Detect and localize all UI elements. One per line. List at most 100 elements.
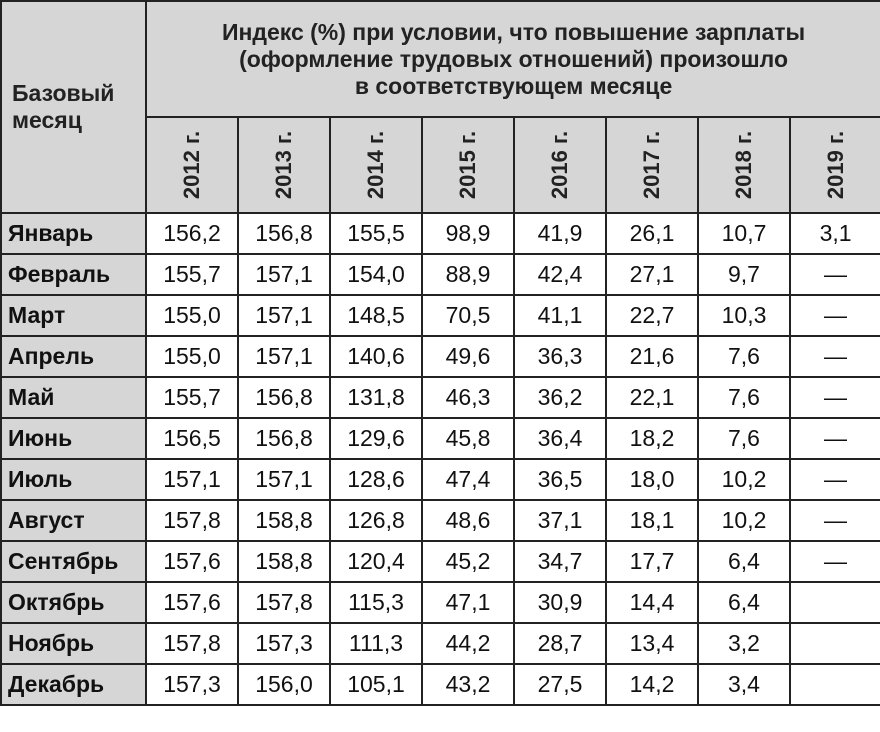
year-header-row: 2012 г. 2013 г. 2014 г. 2015 г. 2016 г. 2017 …: [1, 116, 880, 214]
title-line: Индекс (%) при условии, что повышение за…: [221, 18, 806, 45]
index-value: —: [788, 376, 880, 419]
index-value: 156,0: [237, 663, 331, 706]
index-value: 22,7: [605, 294, 699, 337]
index-value: —: [788, 335, 880, 378]
index-value: 157,8: [145, 622, 239, 665]
index-value: 156,2: [145, 212, 239, 255]
title-line: (оформление трудовых отношений) произошл…: [239, 45, 789, 72]
base-month-line: месяц: [12, 107, 82, 133]
index-value: 111,3: [329, 622, 423, 665]
year-header: 2013 г.: [237, 116, 331, 214]
table-row: Июнь 156,5 156,8 129,6 45,8 36,4 18,2 7,6—: [0, 417, 880, 460]
index-value: —: [788, 458, 880, 501]
index-value: 157,1: [237, 458, 331, 501]
index-value: —: [788, 253, 880, 296]
table-title: Индекс (%) при условии, что повышение за…: [144, 0, 880, 118]
index-value: 26,1: [605, 212, 699, 255]
month-label: Сентябрь: [0, 540, 147, 583]
index-value: 105,1: [329, 663, 423, 706]
index-value: 88,9: [421, 253, 515, 296]
year-header: 2016 г.: [513, 116, 607, 214]
index-value: 155,5: [329, 212, 423, 255]
index-value: 18,0: [605, 458, 699, 501]
month-label: Ноябрь: [0, 622, 147, 665]
table-row: Март 155,0 157,1 148,5 70,5 41,1 22,7 10,3—: [0, 294, 880, 337]
index-value: 14,4: [605, 581, 699, 624]
index-value: 154,0: [329, 253, 423, 296]
year-label: 2018 г.: [731, 130, 756, 200]
index-value: [788, 581, 880, 624]
year-header: 2019 г.: [788, 116, 880, 214]
index-value: 157,6: [145, 540, 239, 583]
index-value: 129,6: [329, 417, 423, 460]
table-row: Октябрь 157,6 157,8 115,3 47,1 30,9 14,4 6,4: [0, 581, 880, 624]
index-value: 157,8: [145, 499, 239, 542]
index-value: 41,9: [513, 212, 607, 255]
table-row: Декабрь 157,3 156,0 105,1 43,2 27,5 14,2 3,4: [0, 663, 880, 706]
index-value: 98,9: [421, 212, 515, 255]
index-value: 10,2: [697, 499, 791, 542]
index-value: 140,6: [329, 335, 423, 378]
month-label: Февраль: [0, 253, 147, 296]
index-value: 157,1: [237, 253, 331, 296]
index-value: 13,4: [605, 622, 699, 665]
index-value: 49,6: [421, 335, 515, 378]
index-value: 44,2: [421, 622, 515, 665]
index-value: 128,6: [329, 458, 423, 501]
index-value: 157,3: [145, 663, 239, 706]
month-label: Декабрь: [0, 663, 147, 706]
index-value: 37,1: [513, 499, 607, 542]
index-value: 10,2: [697, 458, 791, 501]
index-value: 48,6: [421, 499, 515, 542]
index-value: 148,5: [329, 294, 423, 337]
table-row: Ноябрь 157,8 157,3 111,3 44,2 28,7 13,4 3,2: [0, 622, 880, 665]
table-row: Август 157,8 158,8 126,8 48,6 37,1 18,1 10,2—: [0, 499, 880, 542]
index-value: 36,2: [513, 376, 607, 419]
index-value: 45,2: [421, 540, 515, 583]
index-value: 42,4: [513, 253, 607, 296]
index-value: 155,7: [145, 253, 239, 296]
year-header: 2018 г.: [697, 116, 791, 214]
index-value: 36,3: [513, 335, 607, 378]
index-value: —: [788, 540, 880, 583]
index-value: 7,6: [697, 376, 791, 419]
index-value: 46,3: [421, 376, 515, 419]
month-label: Март: [0, 294, 147, 337]
year-header: 2012 г.: [145, 116, 239, 214]
index-value: [788, 622, 880, 665]
index-value: 34,7: [513, 540, 607, 583]
base-month-line: Базовый: [12, 80, 115, 106]
year-header: 2015 г.: [421, 116, 515, 214]
month-label: Октябрь: [0, 581, 147, 624]
index-value: 6,4: [697, 540, 791, 583]
year-header: 2017 г.: [605, 116, 699, 214]
title-line: в соответствующем месяце: [354, 72, 673, 99]
base-month-header: Базовый месяц: [0, 0, 147, 214]
index-value: 155,7: [145, 376, 239, 419]
index-value: 36,5: [513, 458, 607, 501]
table-row: Июль 157,1 157,1 128,6 47,4 36,5 18,0 10,2—: [0, 458, 880, 501]
index-value: 156,8: [237, 376, 331, 419]
index-value: 22,1: [605, 376, 699, 419]
index-value: 7,6: [697, 417, 791, 460]
index-value: 47,4: [421, 458, 515, 501]
index-value: 14,2: [605, 663, 699, 706]
index-value: 157,8: [237, 581, 331, 624]
table-row: Февраль 155,7 157,1 154,0 88,9 42,4 27,1 9,7—: [0, 253, 880, 296]
index-table: Базовый месяц Индекс (%) при условии, чт…: [0, 0, 880, 706]
year-label: 2017 г.: [639, 130, 664, 200]
index-value: 120,4: [329, 540, 423, 583]
table-row: Сентябрь 157,6 158,8 120,4 45,2 34,7 17,7 6,4—: [0, 540, 880, 583]
index-value: —: [788, 417, 880, 460]
month-label: Январь: [0, 212, 147, 255]
table-row: Апрель 155,0 157,1 140,6 49,6 36,3 21,6 7,6—: [0, 335, 880, 378]
table-body: Январь 156,2 156,8 155,5 98,9 41,9 26,1 10,7 3,1…: [0, 212, 880, 706]
index-value: 36,4: [513, 417, 607, 460]
index-value: 10,7: [697, 212, 791, 255]
month-label: Июнь: [0, 417, 147, 460]
index-value: 10,3: [697, 294, 791, 337]
month-label: Июль: [0, 458, 147, 501]
index-value: 18,1: [605, 499, 699, 542]
index-value: 131,8: [329, 376, 423, 419]
index-value: 156,8: [237, 417, 331, 460]
